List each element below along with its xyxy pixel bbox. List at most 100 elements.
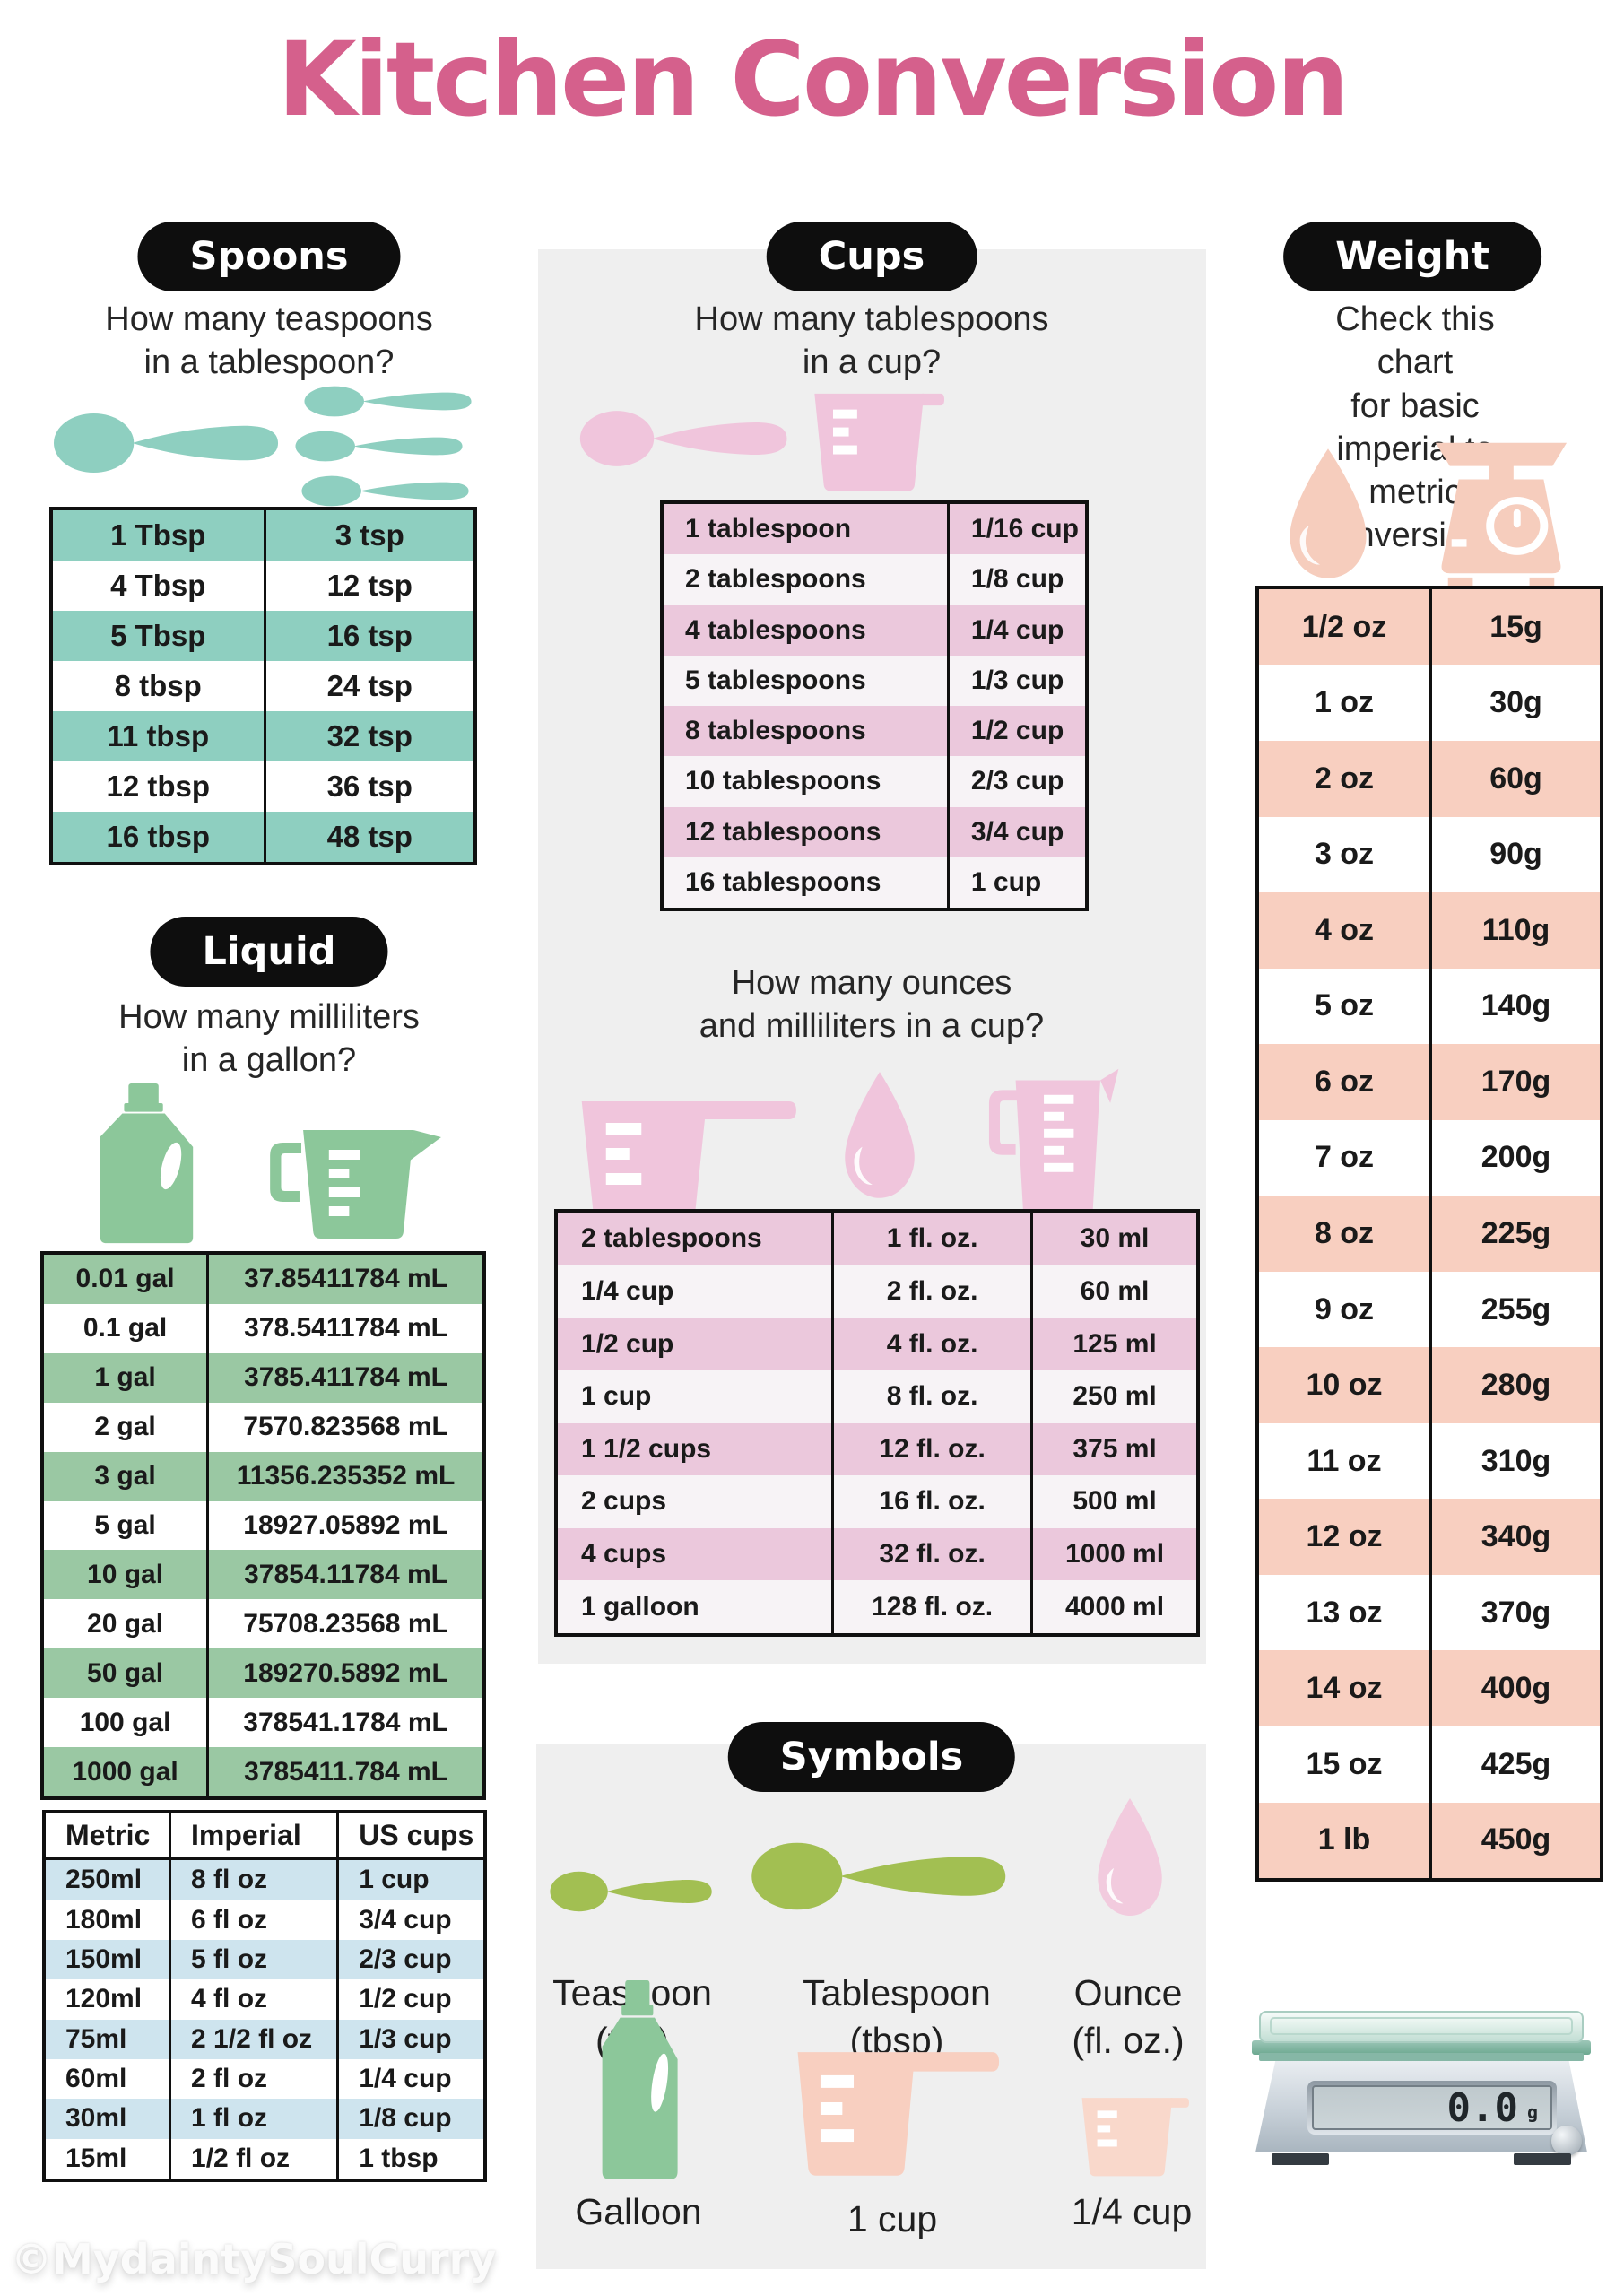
gallons-to-milliliters-table: 0.01 gal 37.85411784 mL 0.1 gal 378.5411784…	[40, 1251, 486, 1800]
gallon-jug-icon	[602, 1980, 678, 2179]
table-cell: 1 galloon	[581, 1591, 699, 1622]
table-row: 1000 gal 3785411.784 mL	[44, 1747, 482, 1796]
table-cell: 10 tablespoons	[685, 766, 881, 796]
table-cell: 1 cup	[336, 1860, 483, 1900]
scale-display: 0.0 g	[1312, 2085, 1552, 2131]
table-row: 10 gal 37854.11784 mL	[44, 1550, 482, 1600]
symbols-section-badge: Symbols	[727, 1722, 1016, 1792]
table-cell: 1/2 cup	[336, 1979, 483, 2020]
symbol-label-one-cup: 1 cup	[847, 2196, 937, 2243]
teaspoon-icon	[304, 386, 472, 417]
table-cell: 75708.23568 mL	[206, 1599, 482, 1649]
table-cell: 375 ml	[1030, 1422, 1196, 1476]
scale-foot	[1272, 2153, 1329, 2165]
table-cell: 1000 ml	[1030, 1527, 1196, 1581]
table-cell: 1/2 cup	[581, 1328, 674, 1359]
table-row: 16 tablespoons 1 cup	[664, 857, 1085, 908]
table-cell: 12 tbsp	[106, 770, 211, 803]
table-row: 150ml 5 fl oz 2/3 cup	[46, 1939, 483, 1980]
table-row: 1 Tbsp 3 tsp	[53, 510, 473, 561]
table-cell: 60g	[1429, 741, 1600, 817]
table-cell: 0.01 gal	[75, 1264, 175, 1294]
table-cell: 4 Tbsp	[110, 569, 206, 602]
table-cell: 255g	[1429, 1271, 1600, 1348]
gallon-jug-icon	[100, 1083, 194, 1244]
table-row: 5 oz 140g	[1259, 968, 1600, 1045]
measuring-cup-icon	[270, 1130, 441, 1239]
table-cell: 15g	[1429, 589, 1600, 665]
table-cell: 5 Tbsp	[110, 619, 206, 652]
table-cell: 400g	[1429, 1650, 1600, 1726]
table-row: 3 oz 90g	[1259, 816, 1600, 893]
table-cell: 12 fl. oz.	[831, 1422, 1030, 1476]
teaspoons-trio-icon	[294, 380, 478, 515]
symbol-label-sub: (fl. oz.)	[1072, 2020, 1185, 2062]
scale-knob	[1551, 2126, 1582, 2156]
table-cell: 12 tablespoons	[685, 816, 881, 847]
table-row: 2 oz 60g	[1259, 741, 1600, 817]
table-row: 7 oz 200g	[1259, 1119, 1600, 1196]
kitchen-scale-image: 0.0 g	[1246, 2011, 1596, 2168]
liquid-question: How many milliliters in a gallon?	[118, 998, 420, 1080]
table-cell: 100 gal	[79, 1707, 171, 1737]
table-cell: 500 ml	[1030, 1475, 1196, 1528]
table-row: 8 oz 225g	[1259, 1196, 1600, 1272]
metric-table-header: Metric Imperial US cups	[46, 1813, 483, 1860]
table-cell: 4 cups	[581, 1539, 667, 1570]
table-row: 3 gal 11356.235352 mL	[44, 1451, 482, 1501]
column-header: Metric	[65, 1818, 151, 1851]
measuring-cup-icon	[581, 1101, 796, 1216]
table-row: 1 gal 3785.411784 mL	[44, 1352, 482, 1403]
table-cell: 8 tbsp	[114, 669, 202, 702]
table-cell: 2 fl oz	[169, 2058, 336, 2100]
table-cell: 250ml	[65, 1865, 143, 1895]
table-row: 1 lb 450g	[1259, 1802, 1600, 1879]
table-cell: 8 oz	[1314, 1216, 1375, 1251]
table-row: 10 oz 280g	[1259, 1347, 1600, 1423]
column-header: Imperial	[169, 1813, 336, 1857]
teaspoon-icon	[550, 1871, 712, 1912]
table-cell: 20 gal	[87, 1608, 164, 1639]
table-cell: 378541.1784 mL	[206, 1698, 482, 1748]
symbol-label-galloon: Galloon	[575, 2188, 701, 2236]
table-row: 1/2 cup 4 fl. oz. 125 ml	[558, 1318, 1196, 1370]
teaspoon-icon	[295, 430, 463, 462]
table-cell: 425g	[1429, 1726, 1600, 1803]
table-cell: 9 oz	[1314, 1292, 1375, 1326]
table-row: 4 Tbsp 12 tsp	[53, 561, 473, 611]
table-cell: 378.5411784 mL	[206, 1303, 482, 1353]
table-cell: 90g	[1429, 816, 1600, 893]
table-cell: 60 ml	[1030, 1265, 1196, 1318]
table-cell: 1/4 cup	[336, 2058, 483, 2100]
table-cell: 3/4 cup	[946, 806, 1085, 857]
table-cell: 4000 ml	[1030, 1580, 1196, 1633]
scale-unit: g	[1526, 2101, 1538, 2123]
table-cell: 11 oz	[1307, 1443, 1382, 1478]
table-cell: 8 tablespoons	[685, 716, 866, 746]
scale-foot	[1514, 2153, 1571, 2165]
scale-body: 0.0 g	[1255, 2061, 1587, 2152]
tablespoon-icon	[751, 1842, 1006, 1910]
table-cell: 18927.05892 mL	[206, 1500, 482, 1551]
table-row: 12 tablespoons 3/4 cup	[664, 806, 1085, 857]
symbol-label-quarter-cup: 1/4 cup	[1072, 2188, 1193, 2236]
table-row: 1/2 oz 15g	[1259, 589, 1600, 665]
table-cell: 30g	[1429, 665, 1600, 742]
table-cell: 1/2 fl oz	[169, 2138, 336, 2179]
table-cell: 2 oz	[1314, 761, 1375, 796]
tablespoon-icon	[53, 413, 279, 473]
table-cell: 12 oz	[1306, 1519, 1383, 1554]
table-row: 20 gal 75708.23568 mL	[44, 1599, 482, 1649]
table-row: 5 gal 18927.05892 mL	[44, 1500, 482, 1551]
table-cell: 3 gal	[94, 1461, 156, 1492]
spoons-section-badge: Spoons	[137, 222, 401, 291]
table-cell: 3785411.784 mL	[206, 1747, 482, 1796]
table-cell: 250 ml	[1030, 1370, 1196, 1423]
table-row: 1/4 cup 2 fl. oz. 60 ml	[558, 1265, 1196, 1318]
page-title: Kitchen Conversion	[277, 20, 1349, 139]
table-row: 2 tablespoons 1 fl. oz. 30 ml	[558, 1213, 1196, 1265]
table-row: 15ml 1/2 fl oz 1 tbsp	[46, 2138, 483, 2179]
table-cell: 1 1/2 cups	[581, 1433, 712, 1464]
table-cell: 1/3 cup	[946, 655, 1085, 706]
